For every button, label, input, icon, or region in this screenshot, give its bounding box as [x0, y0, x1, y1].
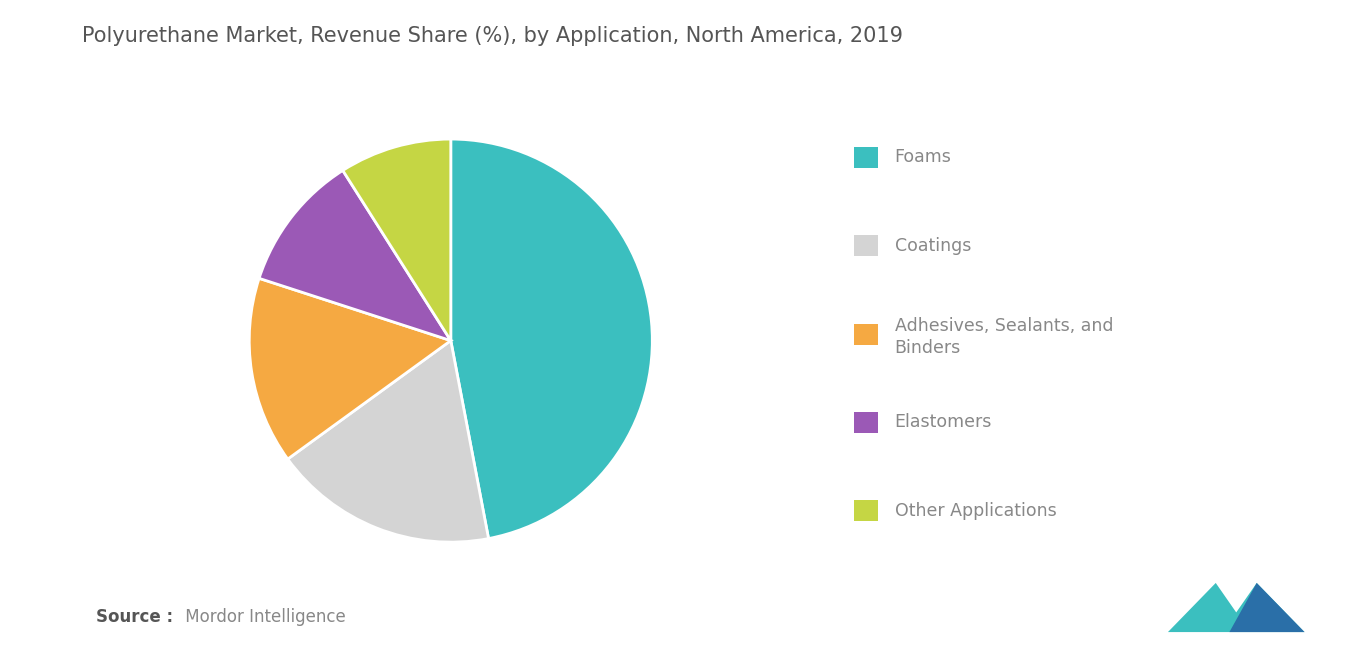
Wedge shape [451, 139, 653, 538]
Wedge shape [343, 139, 451, 341]
Text: Other Applications: Other Applications [895, 502, 1056, 520]
Text: Binders: Binders [895, 339, 960, 358]
Text: Adhesives, Sealants, and: Adhesives, Sealants, and [895, 317, 1113, 335]
Text: Mordor Intelligence: Mordor Intelligence [180, 608, 346, 626]
Text: Elastomers: Elastomers [895, 413, 992, 432]
Polygon shape [1229, 583, 1305, 632]
Text: Source :: Source : [96, 608, 172, 626]
Wedge shape [260, 170, 451, 341]
Wedge shape [288, 341, 489, 542]
Wedge shape [249, 278, 451, 459]
Text: Foams: Foams [895, 148, 952, 166]
Text: Coatings: Coatings [895, 236, 971, 255]
Text: Polyurethane Market, Revenue Share (%), by Application, North America, 2019: Polyurethane Market, Revenue Share (%), … [82, 26, 903, 47]
Polygon shape [1168, 583, 1305, 632]
